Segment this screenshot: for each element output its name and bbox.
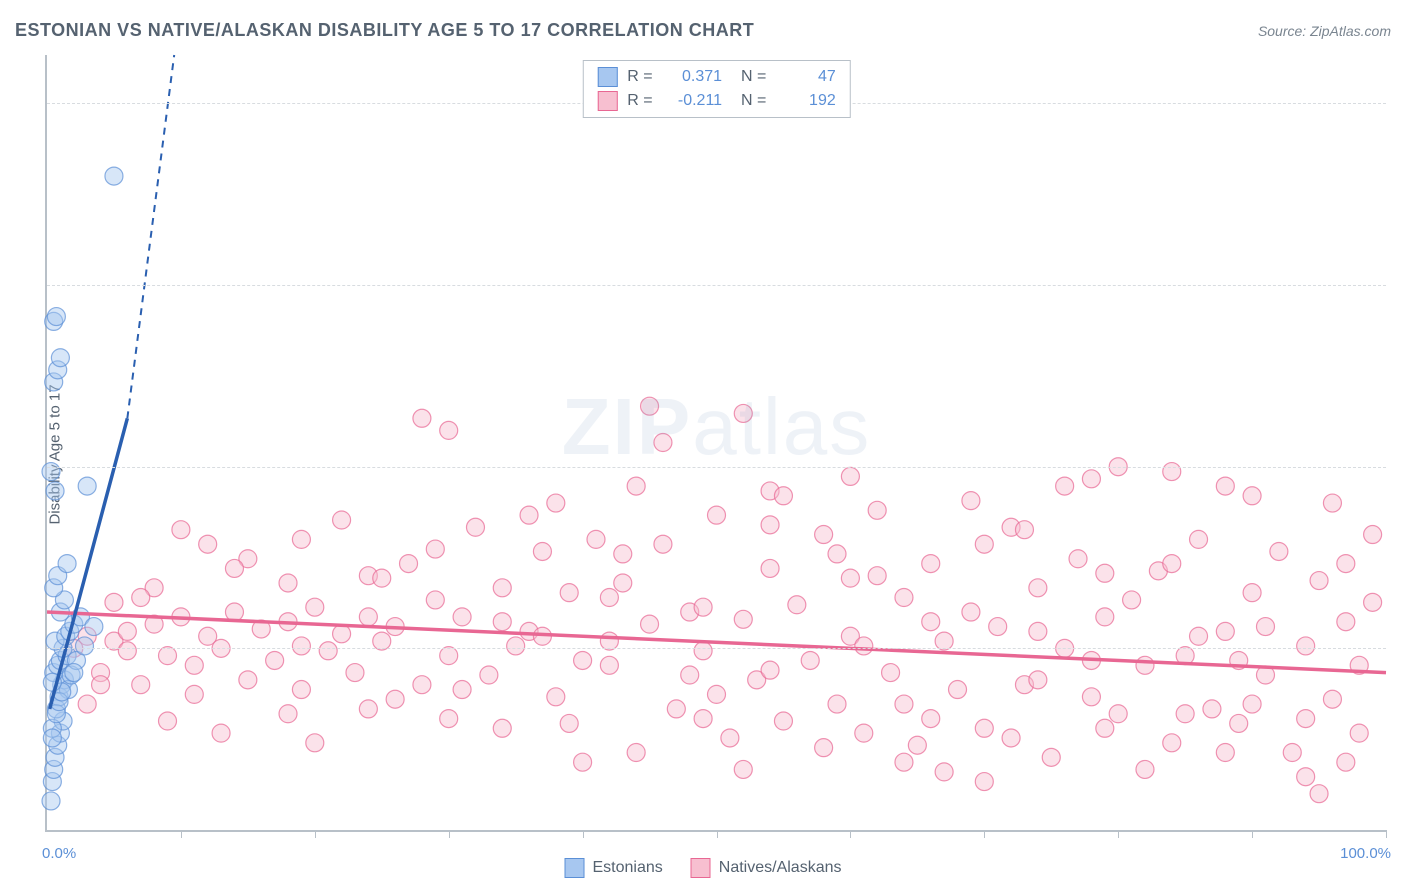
x-tick	[1386, 830, 1387, 838]
x-tick	[1252, 830, 1253, 838]
x-axis-min-label: 0.0%	[42, 845, 76, 862]
y-tick-label: 7.5%	[1393, 640, 1406, 657]
chart-header: ESTONIAN VS NATIVE/ALASKAN DISABILITY AG…	[15, 20, 1391, 41]
y-tick-label: 22.5%	[1393, 277, 1406, 294]
gridline	[47, 285, 1386, 286]
swatch-natives-icon	[691, 858, 711, 878]
stats-row-estonians: R = 0.371 N = 47	[597, 65, 835, 89]
stats-row-natives: R = -0.211 N = 192	[597, 89, 835, 113]
gridline	[47, 648, 1386, 649]
x-tick	[315, 830, 316, 838]
y-tick-label: 15.0%	[1393, 458, 1406, 475]
x-axis-max-label: 100.0%	[1340, 845, 1391, 862]
x-tick	[850, 830, 851, 838]
legend-item-natives: Natives/Alaskans	[691, 858, 842, 878]
x-tick	[984, 830, 985, 838]
x-tick	[449, 830, 450, 838]
chart-source: Source: ZipAtlas.com	[1258, 23, 1391, 39]
swatch-estonians-icon	[565, 858, 585, 878]
x-tick	[181, 830, 182, 838]
swatch-natives	[597, 91, 617, 111]
series-legend: Estonians Natives/Alaskans	[565, 858, 842, 878]
y-tick-label: 30.0%	[1393, 95, 1406, 112]
swatch-estonians	[597, 67, 617, 87]
chart-plot-area: ZIPatlas R = 0.371 N = 47 R = -0.211 N =…	[45, 55, 1386, 832]
x-tick	[1118, 830, 1119, 838]
x-tick	[583, 830, 584, 838]
scatter-svg	[47, 55, 1386, 830]
x-tick	[717, 830, 718, 838]
gridline	[47, 467, 1386, 468]
chart-title: ESTONIAN VS NATIVE/ALASKAN DISABILITY AG…	[15, 20, 754, 41]
stats-legend: R = 0.371 N = 47 R = -0.211 N = 192	[582, 60, 850, 118]
legend-item-estonians: Estonians	[565, 858, 663, 878]
